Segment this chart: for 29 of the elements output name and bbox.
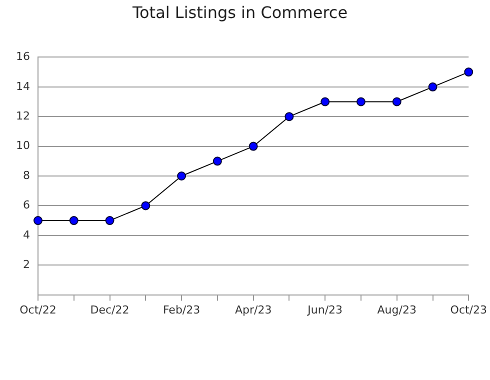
point xyxy=(428,82,438,92)
y-tick-label: 10 xyxy=(16,139,30,152)
y-tick-label: 16 xyxy=(16,50,30,64)
y-tick-label: 4 xyxy=(22,228,30,242)
y-tick-label: 12 xyxy=(16,109,30,122)
point xyxy=(105,216,114,226)
point xyxy=(141,201,150,210)
point xyxy=(392,97,402,106)
point xyxy=(33,216,42,226)
point xyxy=(177,172,186,180)
x-tick-label: Apr/23 xyxy=(234,303,272,316)
chart-title: Total Listings in Commerce xyxy=(131,2,348,22)
x-tick-label: Oct/22 xyxy=(20,303,56,316)
point xyxy=(284,112,294,122)
x-tick-label: Aug/23 xyxy=(377,303,416,316)
x-tick-label: Feb/23 xyxy=(162,303,200,316)
point xyxy=(69,216,78,226)
y-tick-label: 2 xyxy=(22,258,30,271)
y-tick-label: 6 xyxy=(22,198,30,212)
point xyxy=(212,156,222,166)
point xyxy=(356,97,366,106)
x-tick-label: Oct/23 xyxy=(450,303,488,316)
point xyxy=(464,68,474,77)
x-tick-label: Dec/22 xyxy=(90,303,130,316)
point xyxy=(320,97,330,106)
y-tick-label: 8 xyxy=(22,168,30,182)
x-tick-label: Jun/23 xyxy=(306,303,343,316)
point xyxy=(248,142,258,151)
y-tick-label: 14 xyxy=(16,80,30,93)
